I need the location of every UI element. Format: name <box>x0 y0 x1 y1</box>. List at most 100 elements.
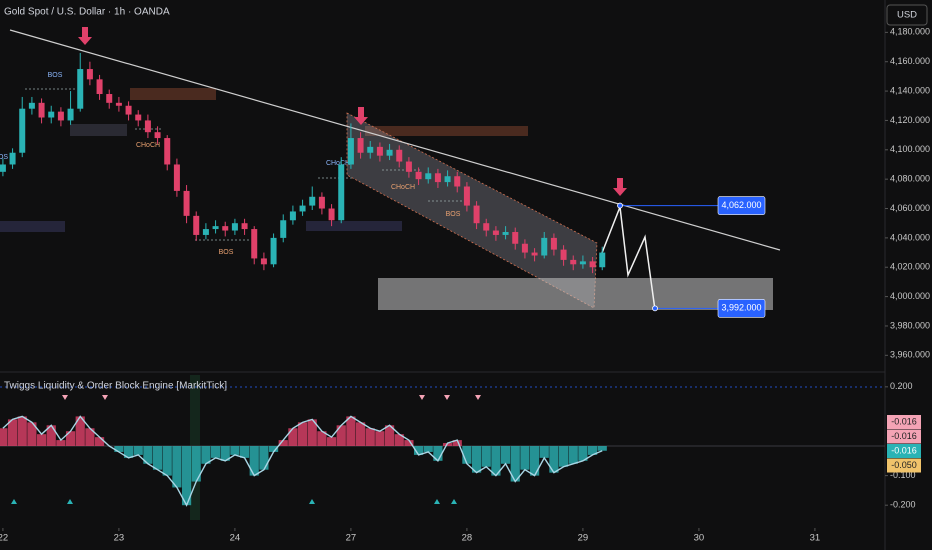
signal <box>434 499 440 504</box>
histogram-bar <box>181 446 192 506</box>
y-tick-label: 4,180.000 <box>890 27 930 37</box>
y-tick-label: 4,040.000 <box>890 232 930 242</box>
target-point <box>617 202 623 209</box>
candle-body <box>241 223 248 230</box>
histogram-bar <box>375 431 385 447</box>
histogram-bar <box>597 446 607 451</box>
candle-body <box>367 146 374 153</box>
candle-body <box>541 237 548 256</box>
annotation: OS <box>0 154 8 161</box>
target-label: 4,062.000 <box>721 200 761 210</box>
target-badge <box>717 299 766 318</box>
projection-path <box>599 206 656 311</box>
histogram-bar <box>336 425 346 447</box>
candle-body <box>19 108 26 153</box>
candle-body <box>599 252 606 268</box>
y-tick-label: 4,100.000 <box>890 144 930 154</box>
histogram-bar <box>500 446 511 464</box>
candle-body <box>86 69 93 80</box>
histogram-bar <box>549 446 559 473</box>
candle-body <box>270 237 277 265</box>
currency: USD <box>897 10 917 21</box>
order-block <box>70 124 127 136</box>
candle-body <box>502 232 509 235</box>
x-tick-label: 22 <box>0 533 8 544</box>
histogram-bar <box>133 446 143 455</box>
histogram-bar <box>114 446 124 452</box>
candle-body <box>386 149 393 156</box>
histogram-bar <box>191 446 201 482</box>
candle-body <box>280 220 287 238</box>
x-tick-label: 30 <box>694 533 705 544</box>
histogram-bar <box>123 446 134 458</box>
histogram-bar <box>423 446 433 452</box>
histogram-bar <box>75 416 85 447</box>
candle-body <box>77 69 84 109</box>
candle-body <box>183 190 190 216</box>
histogram-bar <box>259 446 269 470</box>
order-block <box>306 221 402 231</box>
candle-body <box>338 164 345 221</box>
candle-body <box>0 164 6 172</box>
down-arrow <box>613 178 627 196</box>
signal <box>102 395 108 400</box>
candle-body <box>96 79 103 95</box>
histogram-bar <box>433 446 443 461</box>
value-badge-label: -0.016 <box>891 431 917 441</box>
signal <box>67 499 73 504</box>
annotation: CHoCH <box>391 184 415 191</box>
y-tick-label: 3,960.000 <box>890 350 930 360</box>
histogram-bar <box>0 428 8 447</box>
candle-body <box>492 230 499 235</box>
indicator-title: Twiggs Liquidity & Order Block Engine [M… <box>4 381 227 392</box>
candle-body <box>328 208 335 221</box>
target-label: 3,992.000 <box>721 303 761 313</box>
histogram-bar <box>210 446 221 458</box>
down-arrow <box>78 27 92 45</box>
candle-body <box>231 223 238 231</box>
histogram-bar <box>172 446 182 488</box>
candle-body <box>521 243 528 253</box>
candle-body <box>115 102 122 106</box>
value-badge <box>887 458 921 473</box>
y-tick-label: 0.200 <box>890 381 913 391</box>
order-block <box>0 221 65 232</box>
histogram-bar <box>578 446 588 461</box>
candle-body <box>560 249 567 260</box>
x-tick-label: 31 <box>810 533 821 544</box>
annotation: CHoCH <box>326 160 350 167</box>
candle-body <box>434 173 441 183</box>
histogram-bar <box>288 428 298 447</box>
histogram-bar <box>162 446 172 476</box>
plot: 4,180.000 4,160.000 4,140.000 4,120.000 4,10… <box>0 27 930 544</box>
histogram-bar <box>326 437 337 447</box>
candle-body <box>357 138 364 153</box>
candle-body <box>570 259 577 265</box>
trendline <box>9 29 781 251</box>
chart-title: Gold Spot / U.S. Dollar · 1h · OANDA <box>4 7 170 18</box>
x-tick-label: 29 <box>578 533 589 544</box>
histogram-bar <box>230 446 240 455</box>
y-tick-label: 4,060.000 <box>890 203 930 213</box>
y-tick-label: 4,160.000 <box>890 56 930 66</box>
candle-body <box>154 132 161 139</box>
signal <box>444 395 450 400</box>
value-badge <box>887 444 921 458</box>
candle-body <box>260 258 267 265</box>
histogram-bar <box>491 446 501 476</box>
histogram-bar <box>7 419 18 447</box>
candle-body <box>202 229 209 235</box>
value-badge-label: -0.050 <box>891 460 917 470</box>
y-tick-label: 4,080.000 <box>890 174 930 184</box>
currency-box <box>886 4 928 26</box>
candle-body <box>454 176 461 187</box>
histogram-bar <box>394 434 404 447</box>
histogram-bar <box>36 434 47 447</box>
target-badge <box>717 196 766 215</box>
candle-body <box>28 102 35 109</box>
candle-body <box>289 211 296 221</box>
candle-body <box>57 111 64 121</box>
demand-zone <box>378 278 773 310</box>
